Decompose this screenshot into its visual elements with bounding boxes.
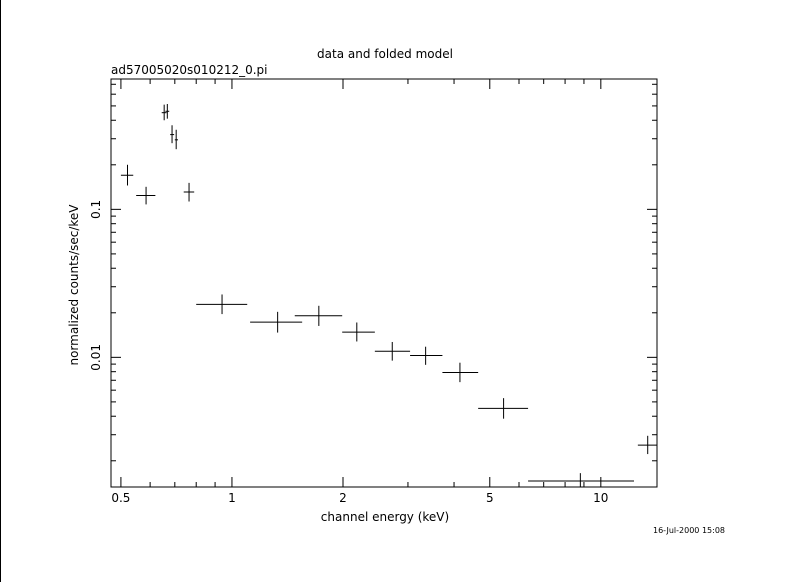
plot-frame — [110, 78, 658, 488]
data-point — [250, 311, 303, 333]
y-tick-label: 0.01 — [89, 344, 103, 371]
data-point — [410, 346, 443, 365]
axis-ticks — [111, 79, 657, 487]
data-point — [637, 435, 657, 455]
data-point — [528, 473, 634, 487]
data-point — [136, 186, 156, 205]
data-point — [174, 129, 178, 150]
x-tick-label: 1 — [228, 491, 236, 505]
data-point — [120, 164, 134, 186]
x-tick-label: 0.5 — [111, 491, 130, 505]
data-points — [120, 104, 657, 487]
chart-subtitle: ad57005020s010212_0.pi — [111, 63, 268, 77]
data-point — [442, 362, 479, 383]
data-point — [342, 322, 375, 342]
data-point — [161, 104, 167, 121]
x-tick-label: 5 — [486, 491, 494, 505]
data-point — [374, 341, 411, 361]
data-point — [478, 398, 529, 419]
data-point — [165, 104, 170, 119]
chart-title: data and folded model — [317, 47, 453, 61]
x-tick-label: 10 — [593, 491, 608, 505]
data-point — [294, 305, 343, 326]
data-point — [170, 125, 175, 144]
x-axis-label: channel energy (keV) — [321, 510, 449, 524]
data-point — [196, 294, 248, 315]
window-frame-edge — [0, 0, 1, 582]
data-point — [183, 182, 195, 202]
x-tick-label: 2 — [339, 491, 347, 505]
timestamp-label: 16-Jul-2000 15:08 — [653, 526, 725, 535]
y-axis-label: normalized counts/sec/keV — [67, 204, 81, 366]
y-tick-label: 0.1 — [89, 200, 103, 219]
